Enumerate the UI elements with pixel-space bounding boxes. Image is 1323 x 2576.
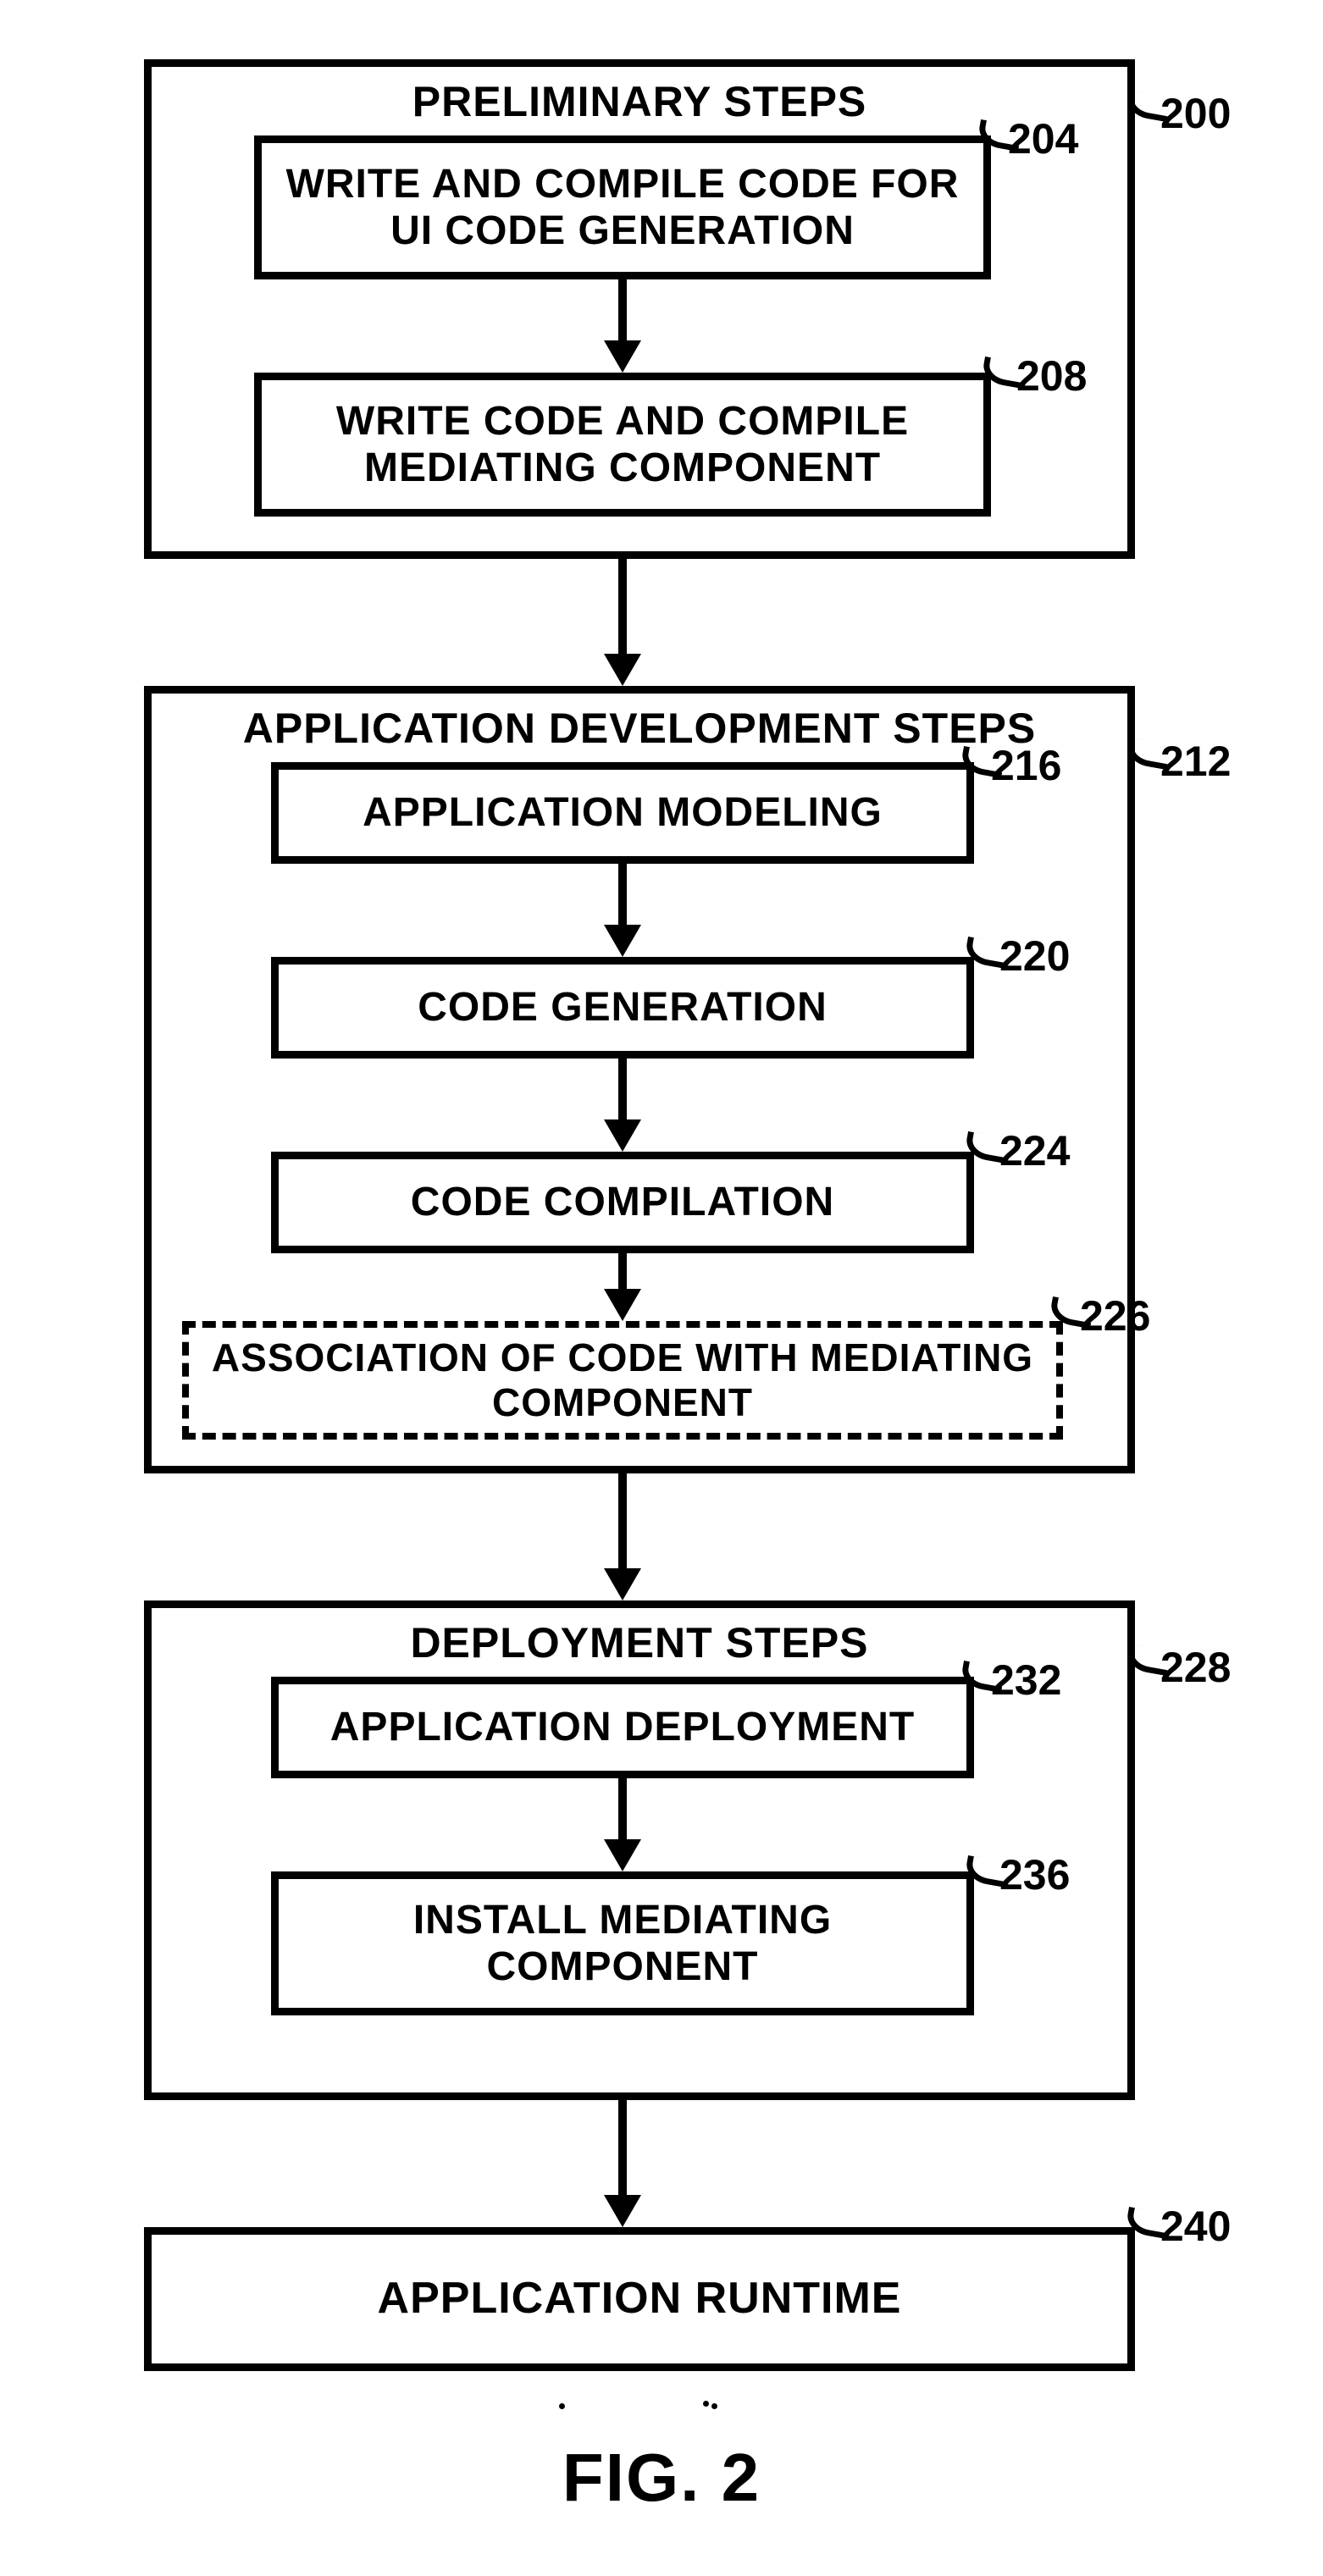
arrow-line-0 <box>618 279 627 340</box>
box-216: APPLICATION MODELING <box>271 762 974 864</box>
figure-page: PRELIMINARY STEPS APPLICATION DEVELOPMEN… <box>0 0 1323 2576</box>
ref-label-236: 236 <box>999 1850 1070 1899</box>
arrow-line-3 <box>618 1059 627 1119</box>
dot-2b <box>711 2403 717 2409</box>
ref-label-240: 240 <box>1160 2202 1231 2251</box>
box-208: WRITE CODE AND COMPILE MEDIATING COMPONE… <box>254 373 991 517</box>
arrow-line-7 <box>618 2100 627 2195</box>
box-240-text: APPLICATION RUNTIME <box>378 2274 902 2324</box>
ref-label-208: 208 <box>1016 351 1087 401</box>
group-deploy-title: DEPLOYMENT STEPS <box>152 1618 1127 1667</box>
box-224-text: CODE COMPILATION <box>411 1179 834 1225</box>
arrow-head-7 <box>604 2195 641 2227</box>
box-204-text: WRITE AND COMPILE CODE FOR UI CODE GENER… <box>279 161 966 254</box>
arrow-head-4 <box>604 1289 641 1321</box>
arrow-head-5 <box>604 1568 641 1600</box>
box-226: ASSOCIATION OF CODE WITH MEDIATING COMPO… <box>182 1321 1063 1440</box>
ref-label-226: 226 <box>1080 1291 1150 1341</box>
box-240: APPLICATION RUNTIME <box>144 2227 1135 2371</box>
box-204: WRITE AND COMPILE CODE FOR UI CODE GENER… <box>254 135 991 279</box>
ref-label-220: 220 <box>999 931 1070 981</box>
figure-label: FIG. 2 <box>0 2439 1323 2517</box>
arrow-head-3 <box>604 1119 641 1152</box>
ref-label-228: 228 <box>1160 1643 1231 1692</box>
dot-1 <box>559 2403 565 2409</box>
dot-2 <box>703 2401 709 2407</box>
arrow-head-1 <box>604 654 641 686</box>
arrow-line-2 <box>618 864 627 925</box>
arrow-line-5 <box>618 1473 627 1568</box>
arrow-head-6 <box>604 1839 641 1871</box>
box-220-text: CODE GENERATION <box>418 984 827 1031</box>
box-226-text: ASSOCIATION OF CODE WITH MEDIATING COMPO… <box>206 1335 1039 1425</box>
ref-label-216: 216 <box>991 741 1061 790</box>
box-220: CODE GENERATION <box>271 957 974 1059</box>
ref-label-212: 212 <box>1160 737 1231 786</box>
box-224: CODE COMPILATION <box>271 1152 974 1253</box>
box-208-text: WRITE CODE AND COMPILE MEDIATING COMPONE… <box>279 398 966 491</box>
ref-label-204: 204 <box>1008 114 1078 163</box>
box-216-text: APPLICATION MODELING <box>363 789 883 836</box>
arrow-line-4 <box>618 1253 627 1289</box>
arrow-head-0 <box>604 340 641 373</box>
arrow-head-2 <box>604 925 641 957</box>
box-236-text: INSTALL MEDIATING COMPONENT <box>296 1897 949 1990</box>
ref-label-200: 200 <box>1160 89 1231 138</box>
ref-label-224: 224 <box>999 1126 1070 1175</box>
arrow-line-6 <box>618 1778 627 1839</box>
ref-label-232: 232 <box>991 1656 1061 1705</box>
box-232: APPLICATION DEPLOYMENT <box>271 1677 974 1778</box>
group-appdev-title: APPLICATION DEVELOPMENT STEPS <box>152 704 1127 753</box>
box-236: INSTALL MEDIATING COMPONENT <box>271 1871 974 2015</box>
arrow-line-1 <box>618 559 627 654</box>
box-232-text: APPLICATION DEPLOYMENT <box>330 1704 915 1750</box>
